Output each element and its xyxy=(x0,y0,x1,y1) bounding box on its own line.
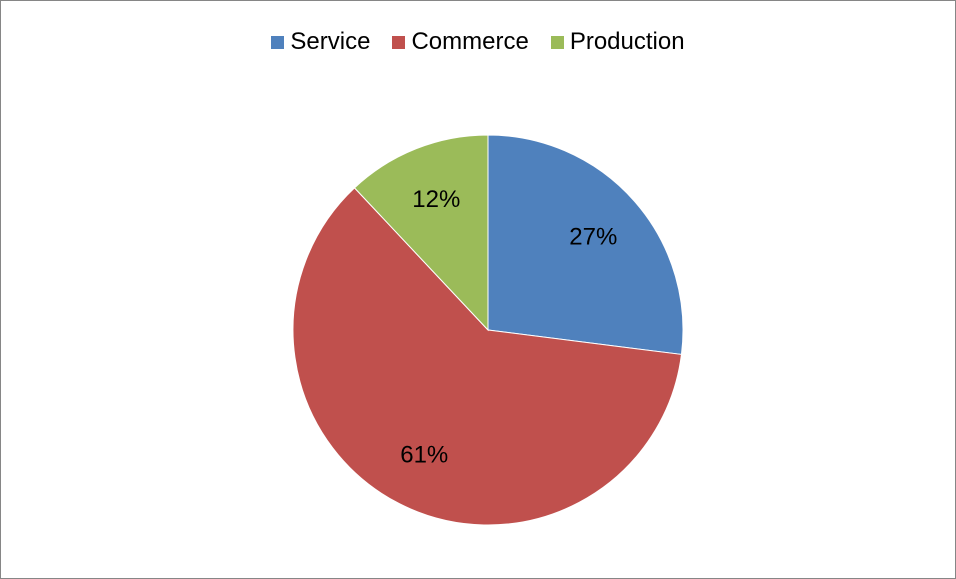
legend-swatch-production xyxy=(550,35,564,49)
legend-swatch-service xyxy=(271,35,285,49)
pie-slice-production xyxy=(353,134,489,332)
legend-label-service: Service xyxy=(290,28,371,55)
legend-item-commerce: Commerce xyxy=(392,28,529,55)
data-label-service: 27% xyxy=(569,224,617,251)
pie-slices xyxy=(292,134,684,526)
legend-swatch-commerce xyxy=(392,35,406,49)
legend-label-commerce: Commerce xyxy=(411,28,529,55)
pie-slice-service xyxy=(487,134,684,355)
legend-item-service: Service xyxy=(271,30,370,54)
legend: Service Commerce Production xyxy=(0,30,956,54)
legend-label-production: Production xyxy=(569,28,685,55)
data-label-production: 12% xyxy=(412,186,460,213)
legend-item-production: Production xyxy=(550,28,685,55)
pie-slice-commerce xyxy=(292,187,683,526)
pie-data-labels: 27% 61% 12% xyxy=(400,186,617,469)
data-label-commerce: 61% xyxy=(400,442,448,469)
